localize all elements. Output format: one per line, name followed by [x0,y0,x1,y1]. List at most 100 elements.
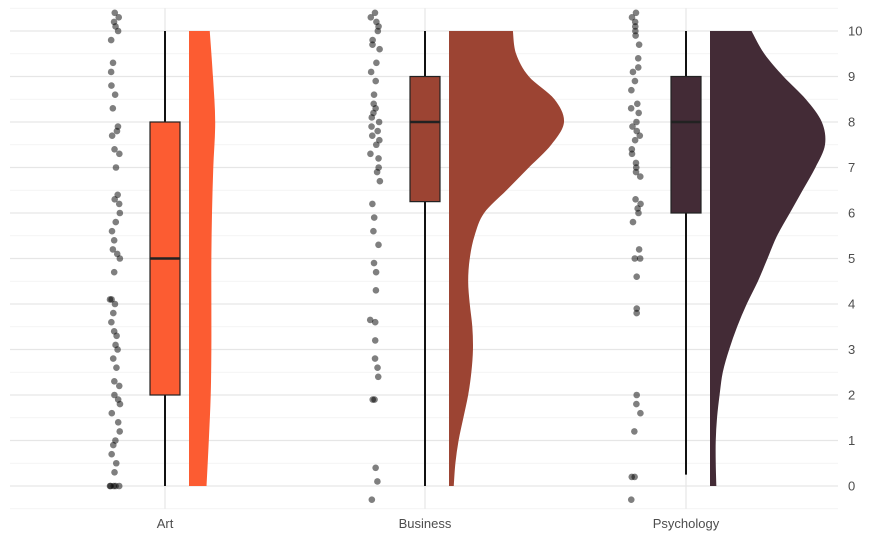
data-point [108,410,115,417]
data-point [375,242,382,249]
data-point [369,496,376,503]
data-point [108,296,115,303]
data-point [375,374,382,381]
data-point [372,465,379,472]
data-point [369,201,376,208]
data-point [374,128,381,135]
data-point [636,246,643,253]
data-point [109,228,116,235]
data-point [637,201,644,208]
data-point [110,310,117,317]
box-psychology [671,77,701,214]
data-point [111,392,118,399]
jitter-points [107,10,644,503]
data-point [110,60,117,67]
data-point [635,110,642,117]
data-point [367,151,374,158]
data-point [110,246,117,253]
data-point [375,164,382,171]
data-point [117,210,124,217]
data-point [372,355,379,362]
data-point [108,82,115,89]
data-point [633,392,640,399]
data-point [632,78,639,85]
data-point [369,396,376,403]
data-point [373,269,380,276]
y-axis-tick-labels: 0 1 2 3 4 5 6 7 8 9 10 [848,24,862,494]
data-point [373,19,380,26]
y-tick-label: 1 [848,433,855,448]
data-point [372,10,379,17]
data-point [637,255,644,262]
data-point [631,474,638,481]
data-point [110,105,117,112]
data-point [634,101,641,108]
data-point [114,192,121,199]
data-point [373,60,380,67]
y-tick-label: 0 [848,479,855,494]
data-point [111,237,118,244]
data-point [633,305,640,312]
data-point [111,378,118,385]
data-point [112,437,119,444]
data-point [369,132,376,139]
y-tick-label: 5 [848,251,855,266]
data-point [116,151,123,158]
data-point [113,460,120,467]
data-point [370,228,377,235]
y-tick-label: 4 [848,297,855,312]
data-point [110,355,117,362]
data-point [108,37,115,44]
y-tick-label: 3 [848,342,855,357]
data-point [633,119,640,126]
x-axis-category-labels: Art Business Psychology [157,516,720,531]
data-point [630,69,637,76]
data-point [375,155,382,162]
data-point [629,146,636,153]
data-point [372,78,379,85]
data-point [112,219,119,226]
data-point [115,419,122,426]
data-point [112,91,119,98]
data-point [374,364,381,371]
data-point [116,428,123,435]
data-point [112,342,119,349]
data-point [635,64,642,71]
data-point [370,101,377,108]
data-point [111,328,118,335]
data-point [376,119,383,126]
data-point [628,105,635,112]
data-point [369,37,376,44]
data-point [108,319,115,326]
data-point [111,469,118,476]
data-point [633,273,640,280]
data-point [372,337,379,344]
data-point [633,401,640,408]
data-point [631,428,638,435]
data-point [368,123,375,130]
data-point [630,219,637,226]
data-point [115,123,122,130]
data-point [110,483,117,490]
y-tick-label: 6 [848,206,855,221]
data-point [111,10,118,17]
data-point [111,269,118,276]
x-tick-label-business: Business [399,516,452,531]
data-point [371,214,378,221]
data-point [374,478,381,485]
data-point [376,46,383,53]
y-tick-label: 9 [848,69,855,84]
data-point [628,496,635,503]
y-tick-label: 8 [848,115,855,130]
y-tick-label: 2 [848,388,855,403]
data-point [635,55,642,62]
data-point [108,451,115,458]
data-point [367,317,374,324]
x-tick-label-art: Art [157,516,174,531]
box-business [410,77,440,202]
data-point [633,10,640,17]
data-point [376,137,383,144]
data-point [628,87,635,94]
data-point [108,69,115,76]
